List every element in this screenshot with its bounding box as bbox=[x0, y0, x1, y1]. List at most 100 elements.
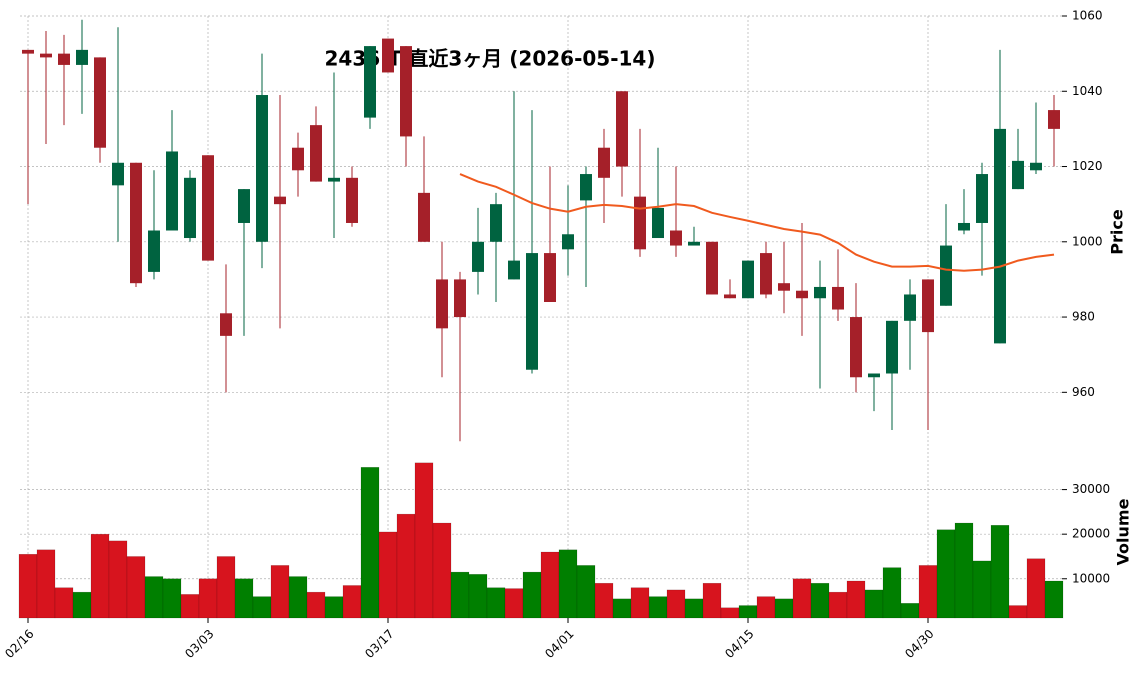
volume-bar bbox=[504, 588, 524, 619]
x-tick-label: 03/17 bbox=[362, 627, 396, 661]
volume-bar bbox=[1026, 558, 1046, 619]
y-tick-label: 1040 bbox=[1072, 84, 1103, 98]
y-tick-label: 20000 bbox=[1072, 527, 1110, 541]
candle-body bbox=[562, 234, 574, 250]
volume-bar bbox=[738, 605, 758, 619]
volume-bar bbox=[378, 531, 398, 619]
volume-bar bbox=[108, 540, 128, 619]
volume-bar bbox=[144, 576, 164, 619]
candle-body bbox=[490, 204, 502, 242]
volume-bar bbox=[468, 574, 488, 619]
price-axis-label: Price bbox=[1108, 209, 1127, 255]
volume-bar bbox=[450, 571, 470, 619]
volume-bar bbox=[540, 551, 560, 619]
volume-bar bbox=[360, 467, 380, 619]
volume-bar bbox=[900, 603, 920, 619]
candle-body bbox=[1012, 160, 1024, 190]
volume-bar bbox=[486, 587, 506, 619]
volume-bar bbox=[216, 556, 236, 619]
volume-bar bbox=[198, 578, 218, 619]
candle-body bbox=[220, 313, 232, 336]
volume-axis-label: Volume bbox=[1114, 498, 1133, 565]
candle-body bbox=[112, 162, 124, 186]
y-tick-label: 1020 bbox=[1072, 159, 1103, 173]
volume-bar bbox=[810, 582, 830, 619]
volume-bar bbox=[864, 589, 884, 619]
candle-body bbox=[418, 192, 430, 242]
candle-body bbox=[886, 320, 898, 374]
y-tick-label: 980 bbox=[1072, 310, 1095, 324]
candle-body bbox=[130, 162, 142, 284]
volume-bar bbox=[1044, 580, 1064, 619]
volume-bar bbox=[306, 591, 326, 619]
volume-bar bbox=[126, 556, 146, 619]
x-tick-label: 04/30 bbox=[902, 627, 936, 661]
candle-body bbox=[184, 177, 196, 239]
volume-bar bbox=[630, 587, 650, 619]
volume-bar bbox=[972, 560, 992, 619]
volume-bar bbox=[396, 513, 416, 619]
candle-body bbox=[292, 147, 304, 171]
volume-bar bbox=[54, 587, 74, 619]
volume-bar bbox=[180, 594, 200, 619]
candle-body bbox=[256, 95, 268, 242]
candle-body bbox=[652, 207, 664, 239]
volume-bar bbox=[936, 529, 956, 619]
candle-body bbox=[76, 49, 88, 65]
candle-body bbox=[634, 196, 646, 250]
candle-body bbox=[58, 53, 70, 65]
volume-bar bbox=[270, 565, 290, 619]
marks-layer bbox=[18, 19, 1064, 619]
x-tick-label: 04/15 bbox=[722, 627, 756, 661]
candle-body bbox=[166, 151, 178, 231]
candle-body bbox=[598, 147, 610, 178]
candle-body bbox=[526, 253, 538, 370]
candle-body bbox=[616, 91, 628, 167]
candle-body bbox=[850, 317, 862, 378]
volume-bar bbox=[414, 462, 434, 619]
chart-title: 2436.T 直近3ヶ月 (2026-05-14) bbox=[325, 47, 656, 71]
volume-bar bbox=[90, 533, 110, 619]
candle-body bbox=[94, 57, 106, 148]
candle-body bbox=[958, 222, 970, 231]
candle-body bbox=[814, 286, 826, 299]
candle-body bbox=[688, 241, 700, 246]
candle-body bbox=[310, 125, 322, 182]
candle-body bbox=[868, 373, 880, 378]
volume-bar bbox=[1008, 605, 1028, 619]
volume-bar bbox=[756, 596, 776, 619]
volume-bar bbox=[990, 525, 1010, 619]
candle-body bbox=[202, 155, 214, 261]
volume-bar bbox=[594, 582, 614, 619]
volume-bar bbox=[612, 598, 632, 619]
candle-body bbox=[940, 245, 952, 306]
candle-body bbox=[922, 279, 934, 333]
volume-bar bbox=[288, 576, 308, 619]
candle-body bbox=[778, 283, 790, 291]
volume-bar bbox=[774, 598, 794, 619]
y-tick-label: 1000 bbox=[1072, 234, 1103, 248]
x-tick-label: 04/01 bbox=[542, 627, 576, 661]
volume-bar bbox=[702, 582, 722, 619]
volume-bar bbox=[18, 553, 38, 619]
volume-bar bbox=[522, 571, 542, 619]
candle-body bbox=[436, 279, 448, 329]
candle-body bbox=[832, 286, 844, 310]
candle-body bbox=[742, 260, 754, 299]
volume-bar bbox=[828, 591, 848, 619]
y-tick-label: 1060 bbox=[1072, 9, 1103, 23]
volume-bar bbox=[846, 580, 866, 619]
volume-bar bbox=[648, 596, 668, 619]
volume-bar bbox=[882, 567, 902, 619]
volume-bar bbox=[576, 565, 596, 619]
candle-body bbox=[580, 174, 592, 201]
volume-bar bbox=[162, 578, 182, 619]
candle-body bbox=[976, 174, 988, 223]
candle-body bbox=[472, 241, 484, 272]
candle-body bbox=[328, 177, 340, 182]
moving-average-line bbox=[459, 173, 1055, 272]
candle-body bbox=[454, 279, 466, 318]
volume-bar bbox=[558, 549, 578, 619]
x-tick-label: 02/16 bbox=[2, 627, 36, 661]
y-tick-label: 10000 bbox=[1072, 571, 1110, 585]
